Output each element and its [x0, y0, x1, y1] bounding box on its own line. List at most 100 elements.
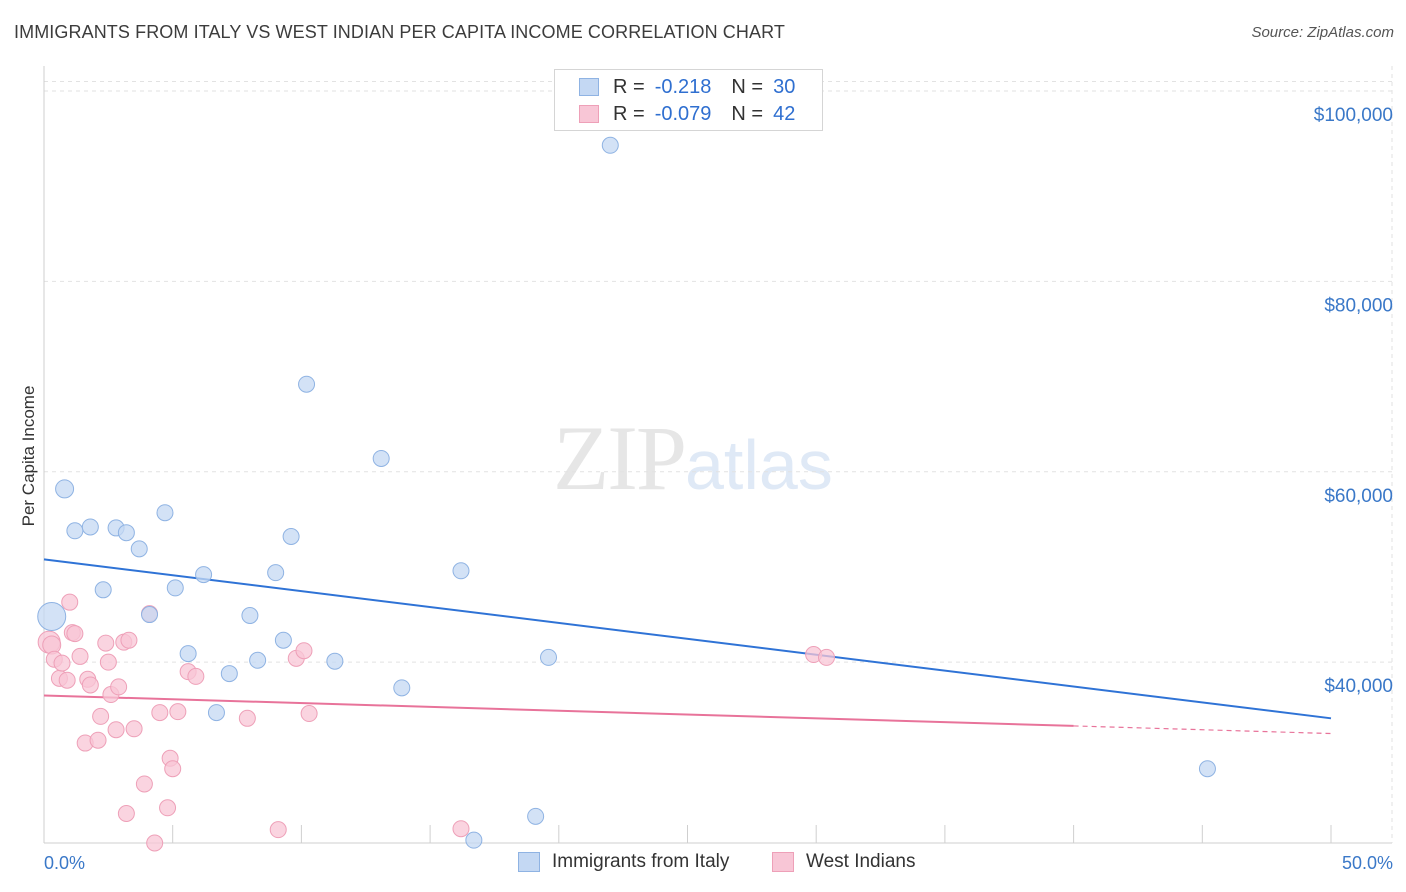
- point-italy: [141, 606, 159, 624]
- point-west-indians: [107, 721, 125, 739]
- point-italy: [452, 562, 470, 580]
- legend-n-label: N =: [731, 102, 764, 125]
- x-tick-label-max: 50.0%: [1342, 853, 1393, 873]
- point-italy: [267, 564, 285, 582]
- point-italy: [372, 449, 390, 467]
- y-tick-label: $60,000: [1324, 486, 1393, 507]
- legend-r-label: R =: [613, 102, 645, 125]
- points-italy: [37, 136, 1216, 849]
- points-west-indians: [37, 593, 835, 852]
- point-west-indians: [187, 667, 205, 685]
- point-west-indians: [151, 704, 169, 722]
- point-west-indians: [300, 705, 318, 723]
- point-italy: [249, 651, 267, 669]
- point-west-indians: [295, 642, 313, 660]
- point-italy: [130, 540, 148, 558]
- point-west-indians: [89, 731, 107, 749]
- legend-swatch-west-indians: [579, 105, 599, 123]
- point-italy: [282, 528, 300, 546]
- point-west-indians: [146, 834, 164, 852]
- point-italy: [66, 522, 84, 540]
- point-italy: [156, 504, 174, 522]
- trend-line-west-indians-solid: [43, 694, 1074, 727]
- point-italy: [37, 601, 67, 631]
- legend-row-west-indians: R = -0.079 N = 42: [579, 102, 795, 126]
- point-west-indians: [71, 647, 89, 665]
- point-italy: [81, 518, 99, 536]
- legend-n-value: 30: [773, 75, 796, 98]
- y-tick-label: $100,000: [1314, 105, 1393, 126]
- point-italy: [540, 648, 558, 666]
- point-west-indians: [169, 703, 187, 721]
- x-tick-label-min: 0.0%: [44, 853, 85, 873]
- point-italy: [220, 665, 238, 683]
- point-west-indians: [81, 676, 99, 694]
- series-swatch-west-indians: [772, 852, 794, 872]
- point-italy: [298, 375, 316, 393]
- point-west-indians: [61, 593, 79, 611]
- point-italy: [601, 136, 619, 154]
- correlation-legend: R = -0.218 N = 30 R = -0.079 N = 42: [554, 69, 823, 131]
- point-west-indians: [269, 821, 287, 839]
- point-west-indians: [135, 775, 153, 793]
- point-italy: [274, 631, 292, 649]
- point-italy: [94, 581, 112, 599]
- trend-line-west-indians-dashed: [1073, 725, 1332, 735]
- legend-row-italy: R = -0.218 N = 30: [579, 75, 795, 99]
- trend-line-italy: [43, 558, 1332, 720]
- point-west-indians: [120, 631, 138, 649]
- point-italy: [1198, 760, 1216, 778]
- series-label-west-indians: West Indians: [806, 851, 916, 872]
- y-tick-label: $80,000: [1324, 295, 1393, 316]
- watermark-zip: ZIP: [553, 407, 687, 509]
- point-italy: [207, 704, 225, 722]
- point-italy: [527, 807, 545, 825]
- watermark-atlas: atlas: [685, 426, 833, 504]
- point-italy: [195, 566, 213, 584]
- legend-r-value: -0.218: [654, 75, 712, 98]
- point-west-indians: [159, 799, 177, 817]
- trend-line-italy-solid: [43, 558, 1332, 720]
- y-tick-label: $40,000: [1324, 676, 1393, 697]
- series-swatch-italy: [518, 852, 540, 872]
- series-label-italy: Immigrants from Italy: [552, 851, 730, 872]
- series-legend: Immigrants from Italy West Indians: [0, 851, 1406, 879]
- point-italy: [326, 652, 344, 670]
- point-italy: [465, 831, 483, 849]
- gridlines: [44, 81, 1392, 663]
- point-italy: [393, 679, 411, 697]
- legend-r-value: -0.079: [654, 102, 712, 125]
- point-italy: [241, 607, 259, 625]
- legend-swatch-italy: [579, 78, 599, 96]
- tick-labels: $40,000 $60,000 $80,000 $100,000 0.0% 50.0% Pe…: [19, 105, 1393, 873]
- point-west-indians: [452, 820, 470, 838]
- series-legend-west-indians[interactable]: West Indians: [772, 851, 915, 873]
- point-west-indians: [97, 634, 115, 652]
- point-west-indians: [58, 671, 76, 689]
- point-italy: [117, 524, 135, 542]
- point-italy: [179, 645, 197, 663]
- point-italy: [166, 579, 184, 597]
- point-west-indians: [99, 653, 117, 671]
- point-west-indians: [53, 654, 71, 672]
- watermark: ZIPatlas: [553, 405, 833, 511]
- point-west-indians: [164, 760, 182, 778]
- point-west-indians: [117, 804, 135, 822]
- trend-line-west-indians: [43, 694, 1332, 735]
- series-legend-italy[interactable]: Immigrants from Italy: [518, 851, 729, 873]
- source-label: Source: ZipAtlas.com: [1251, 24, 1394, 41]
- chart-title: IMMIGRANTS FROM ITALY VS WEST INDIAN PER…: [14, 22, 785, 42]
- point-west-indians: [238, 709, 256, 727]
- y-axis-title: Per Capita Income: [19, 386, 38, 527]
- legend-n-value: 42: [773, 102, 796, 125]
- point-italy: [55, 479, 75, 499]
- legend-n-label: N =: [731, 75, 764, 98]
- point-west-indians: [110, 678, 128, 696]
- point-west-indians: [125, 720, 143, 738]
- legend-r-label: R =: [613, 75, 645, 98]
- axes: [43, 66, 1393, 844]
- point-west-indians: [817, 648, 835, 666]
- point-west-indians: [66, 625, 84, 643]
- point-west-indians: [92, 707, 110, 725]
